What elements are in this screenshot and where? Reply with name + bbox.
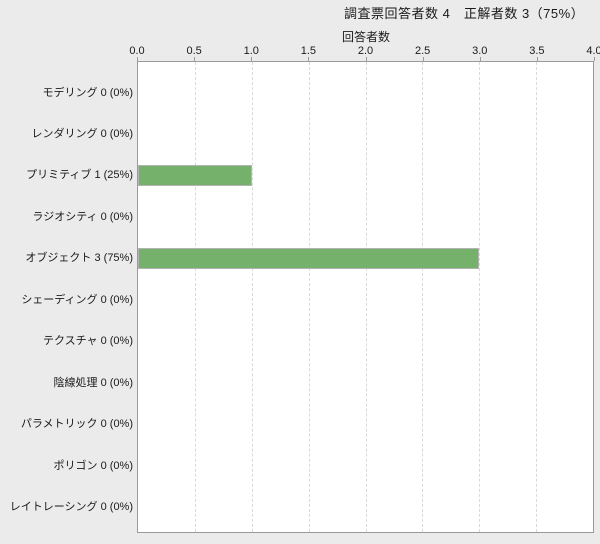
gridline — [365, 62, 367, 532]
plot-area — [137, 61, 594, 533]
x-tick-label: 3.0 — [472, 45, 488, 57]
x-tick-label: 0.0 — [129, 45, 145, 57]
gridline — [251, 62, 253, 532]
x-axis-title: 回答者数 — [341, 30, 391, 44]
chart-title: 調査票回答者数 4 正解者数 3（75%） — [344, 6, 585, 21]
x-tick-label: 2.5 — [414, 45, 431, 57]
category-label: モデリング 0 (0%) — [42, 86, 133, 99]
gridline — [194, 62, 196, 532]
x-tick-label: 1.0 — [243, 45, 259, 57]
gridline — [536, 62, 538, 532]
category-label: ポリゴン 0 (0%) — [53, 459, 133, 472]
category-label: シェーディング 0 (0%) — [21, 293, 133, 306]
x-tick-mark — [194, 57, 196, 61]
gridline — [308, 62, 310, 532]
x-tick-mark — [137, 57, 138, 61]
category-label: 陰線処理 0 (0%) — [53, 376, 133, 389]
category-label: パラメトリック 0 (0%) — [20, 418, 133, 431]
category-label: テクスチャ 0 (0%) — [42, 335, 133, 348]
x-tick-mark — [422, 57, 424, 61]
x-tick-mark — [251, 57, 253, 61]
gridline — [422, 62, 424, 532]
x-tick-mark — [536, 57, 538, 61]
category-label: レイトレーシング 0 (0%) — [9, 501, 133, 513]
bar — [138, 164, 252, 186]
x-tick-mark — [479, 57, 481, 61]
x-tick-label: 0.5 — [186, 45, 202, 57]
gridline — [479, 62, 481, 532]
category-label: レンダリング 0 (0%) — [31, 127, 133, 140]
category-label: プリミティブ 1 (25%) — [26, 169, 133, 182]
x-tick-mark — [365, 57, 367, 61]
category-label: オブジェクト 3 (75%) — [25, 252, 133, 265]
x-tick-mark — [308, 57, 310, 61]
x-tick-label: 3.5 — [529, 45, 545, 57]
x-tick-label: 2.0 — [357, 45, 374, 57]
category-label: ラジオシティ 0 (0%) — [32, 210, 133, 223]
bar — [138, 247, 480, 269]
x-tick-mark — [594, 57, 595, 61]
x-tick-label: 1.5 — [300, 45, 317, 57]
x-tick-label: 4.0 — [586, 45, 600, 57]
